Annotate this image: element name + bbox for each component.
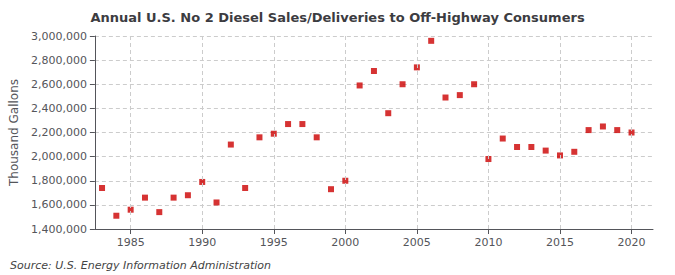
- svg-text:2,400,000: 2,400,000: [31, 102, 87, 115]
- svg-text:2,000,000: 2,000,000: [31, 150, 87, 163]
- svg-text:2020: 2020: [618, 236, 646, 249]
- svg-text:2005: 2005: [403, 236, 431, 249]
- svg-text:1990: 1990: [188, 236, 216, 249]
- svg-text:Source: U.S. Energy Informatio: Source: U.S. Energy Information Administ…: [10, 259, 271, 272]
- svg-text:2015: 2015: [546, 236, 574, 249]
- svg-text:1,600,000: 1,600,000: [31, 198, 87, 211]
- svg-text:2,600,000: 2,600,000: [31, 78, 87, 91]
- svg-text:2,200,000: 2,200,000: [31, 126, 87, 139]
- svg-text:Annual U.S. No 2 Diesel Sales/: Annual U.S. No 2 Diesel Sales/Deliveries…: [90, 10, 584, 25]
- svg-text:1,400,000: 1,400,000: [31, 223, 87, 236]
- svg-text:3,000,000: 3,000,000: [31, 30, 87, 43]
- svg-text:Thousand Gallons: Thousand Gallons: [7, 79, 21, 187]
- svg-text:1995: 1995: [260, 236, 288, 249]
- svg-text:1985: 1985: [117, 236, 145, 249]
- svg-text:2010: 2010: [474, 236, 502, 249]
- svg-text:2,800,000: 2,800,000: [31, 54, 87, 67]
- svg-text:2000: 2000: [331, 236, 359, 249]
- svg-text:1,800,000: 1,800,000: [31, 174, 87, 187]
